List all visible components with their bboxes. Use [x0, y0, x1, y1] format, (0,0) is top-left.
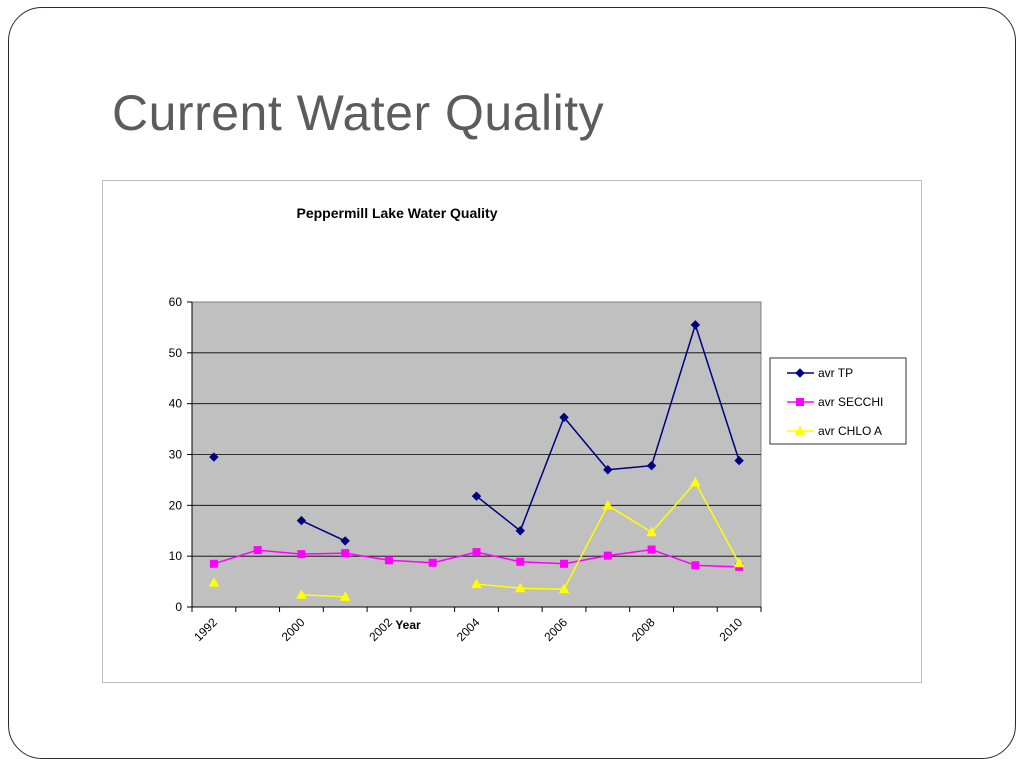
data-point-avr-tp [734, 455, 744, 466]
series-line-avr-secchi [476, 551, 521, 563]
data-point-avr-tp [559, 412, 569, 423]
data-point-avr-tp [209, 452, 219, 462]
chart-title: Peppermill Lake Water Quality [297, 205, 498, 221]
data-point-avr-chlo-a [558, 583, 570, 594]
series-line-avr-secchi [213, 549, 258, 565]
series-line-avr-secchi [607, 548, 652, 557]
data-point-avr-secchi [428, 558, 437, 567]
series-line-avr-chlo-a [607, 504, 652, 533]
series-line-avr-tp [476, 495, 521, 532]
data-point-avr-secchi [691, 561, 700, 570]
data-point-avr-chlo-a [733, 557, 745, 568]
data-point-avr-secchi [560, 559, 569, 568]
data-point-avr-secchi [647, 545, 656, 554]
series-line-avr-tp [650, 324, 697, 466]
data-point-avr-secchi [472, 548, 481, 557]
data-point-avr-tp [603, 465, 613, 475]
series-line-avr-tp [694, 324, 740, 461]
chart-container: Peppermill Lake Water Quality 0 10 20 30 40 50… [102, 180, 922, 683]
series-line-avr-tp [519, 417, 565, 532]
series-line-avr-tp [301, 519, 346, 542]
data-point-avr-chlo-a [514, 582, 526, 593]
y-tick-label: 50 [169, 346, 183, 360]
data-point-avr-tp [296, 515, 307, 526]
series-line-avr-secchi [432, 551, 477, 564]
data-point-avr-chlo-a [646, 526, 657, 537]
series-line-avr-chlo-a [651, 481, 696, 533]
series-line-avr-secchi [520, 561, 565, 565]
x-tick-label: 2000 [279, 615, 308, 644]
x-tick-label: 2002 [366, 615, 395, 644]
data-point-avr-chlo-a [208, 577, 220, 587]
legend-marker-avr-tp [795, 368, 805, 378]
data-point-avr-secchi [384, 556, 393, 565]
data-point-avr-secchi [253, 546, 262, 555]
series-line-avr-chlo-a [563, 504, 609, 590]
x-tick-label: 1992 [191, 615, 220, 644]
series-line-avr-tp [607, 464, 652, 471]
series-line-avr-chlo-a [476, 583, 521, 589]
legend-label-avr-tp: avr TP [818, 366, 853, 380]
legend-label-avr-chlo-a: avr CHLO A [818, 424, 882, 438]
series-line-avr-secchi [563, 554, 608, 565]
x-tick-label: 2010 [716, 615, 745, 644]
series-line-avr-chlo-a [520, 587, 565, 590]
series-line-avr-secchi [651, 548, 696, 567]
data-point-avr-secchi [209, 559, 218, 568]
series-line-avr-tp [563, 416, 609, 471]
data-point-avr-chlo-a [689, 476, 701, 487]
legend-label-avr-secchi: avr SECCHI [818, 395, 883, 409]
data-point-avr-tp [646, 460, 657, 471]
data-point-avr-secchi [516, 557, 525, 566]
series-line-avr-secchi [695, 564, 740, 568]
data-point-avr-tp [690, 320, 701, 330]
legend-marker-avr-secchi [796, 398, 804, 406]
data-point-avr-secchi [341, 549, 350, 558]
y-tick-label: 30 [169, 448, 183, 462]
series-line-avr-secchi [345, 552, 390, 561]
water-quality-chart: Peppermill Lake Water Quality 0 10 20 30 40 50… [169, 205, 907, 644]
x-tick-label: 2004 [454, 615, 483, 644]
legend-marker-avr-chlo-a [794, 425, 806, 435]
series-line-avr-chlo-a [301, 594, 346, 598]
y-tick-label: 60 [169, 295, 183, 309]
series-line-avr-secchi [388, 559, 433, 564]
data-point-avr-tp [340, 536, 350, 546]
series-line-avr-secchi [301, 552, 346, 555]
data-point-avr-secchi [603, 551, 612, 560]
x-tick-label: 2008 [629, 615, 658, 644]
series-line-avr-chlo-a [694, 482, 740, 564]
data-point-avr-tp [515, 526, 525, 536]
data-point-avr-secchi [297, 550, 306, 559]
data-point-avr-chlo-a [339, 591, 351, 601]
slide-title: Current Water Quality [112, 85, 605, 141]
y-tick-label: 40 [169, 397, 183, 411]
x-tick-label: 2006 [541, 615, 570, 644]
y-tick-label: 10 [169, 549, 183, 563]
y-tick-label: 20 [169, 498, 183, 512]
y-tick-label: 0 [175, 600, 182, 614]
data-point-avr-chlo-a [602, 499, 614, 510]
series-line-avr-secchi [257, 549, 302, 555]
data-point-avr-chlo-a [471, 578, 482, 589]
data-point-avr-chlo-a [296, 589, 307, 599]
x-axis-title: Year [395, 618, 421, 632]
data-point-avr-tp [471, 491, 482, 501]
